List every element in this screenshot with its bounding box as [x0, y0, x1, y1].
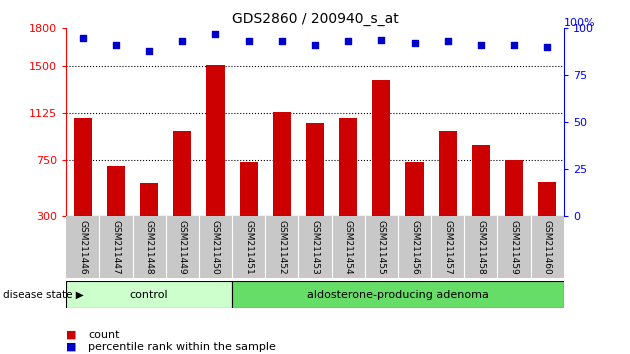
Point — [410, 40, 420, 46]
Text: percentile rank within the sample: percentile rank within the sample — [88, 342, 276, 352]
Bar — [372, 80, 391, 216]
Bar — [273, 112, 291, 216]
Text: count: count — [88, 330, 120, 339]
Bar — [239, 162, 258, 216]
Point — [277, 39, 287, 44]
Point — [144, 48, 154, 54]
Point — [77, 35, 88, 41]
Text: ■: ■ — [66, 342, 77, 352]
Bar — [438, 131, 457, 216]
Text: disease state ▶: disease state ▶ — [3, 290, 84, 300]
Bar — [232, 281, 564, 308]
Bar — [306, 124, 324, 216]
Bar — [505, 160, 523, 216]
Bar — [406, 162, 423, 216]
Text: GSM211448: GSM211448 — [145, 219, 154, 274]
Text: GSM211455: GSM211455 — [377, 219, 386, 274]
Bar — [472, 145, 490, 216]
Text: GSM211450: GSM211450 — [211, 219, 220, 274]
Text: GSM211446: GSM211446 — [78, 219, 87, 274]
Point — [244, 39, 254, 44]
Bar — [74, 118, 92, 216]
Text: ■: ■ — [66, 330, 77, 339]
Text: GSM211457: GSM211457 — [444, 219, 452, 274]
Text: control: control — [130, 290, 168, 300]
Bar — [66, 281, 232, 308]
Bar — [140, 183, 158, 216]
Bar — [207, 64, 224, 216]
Text: GSM211452: GSM211452 — [277, 219, 286, 274]
Bar — [173, 131, 192, 216]
Text: aldosterone-producing adenoma: aldosterone-producing adenoma — [307, 290, 489, 300]
Point — [509, 42, 519, 48]
Bar — [538, 182, 556, 216]
Text: GSM211458: GSM211458 — [476, 219, 485, 274]
Point — [343, 39, 353, 44]
Point — [177, 39, 187, 44]
Text: GSM211459: GSM211459 — [510, 219, 518, 274]
Bar — [339, 118, 357, 216]
Point — [210, 31, 220, 37]
Text: GSM211456: GSM211456 — [410, 219, 419, 274]
Point — [443, 39, 453, 44]
Text: GSM211453: GSM211453 — [311, 219, 319, 274]
Text: GSM211449: GSM211449 — [178, 219, 186, 274]
Point — [111, 42, 121, 48]
Point — [476, 42, 486, 48]
Point — [376, 37, 386, 42]
Title: GDS2860 / 200940_s_at: GDS2860 / 200940_s_at — [232, 12, 398, 26]
Point — [542, 44, 553, 50]
Bar — [107, 166, 125, 216]
Text: GSM211451: GSM211451 — [244, 219, 253, 274]
Text: 100%: 100% — [564, 18, 595, 28]
Text: GSM211460: GSM211460 — [543, 219, 552, 274]
Point — [310, 42, 320, 48]
Text: GSM211447: GSM211447 — [112, 219, 120, 274]
Text: GSM211454: GSM211454 — [344, 219, 353, 274]
